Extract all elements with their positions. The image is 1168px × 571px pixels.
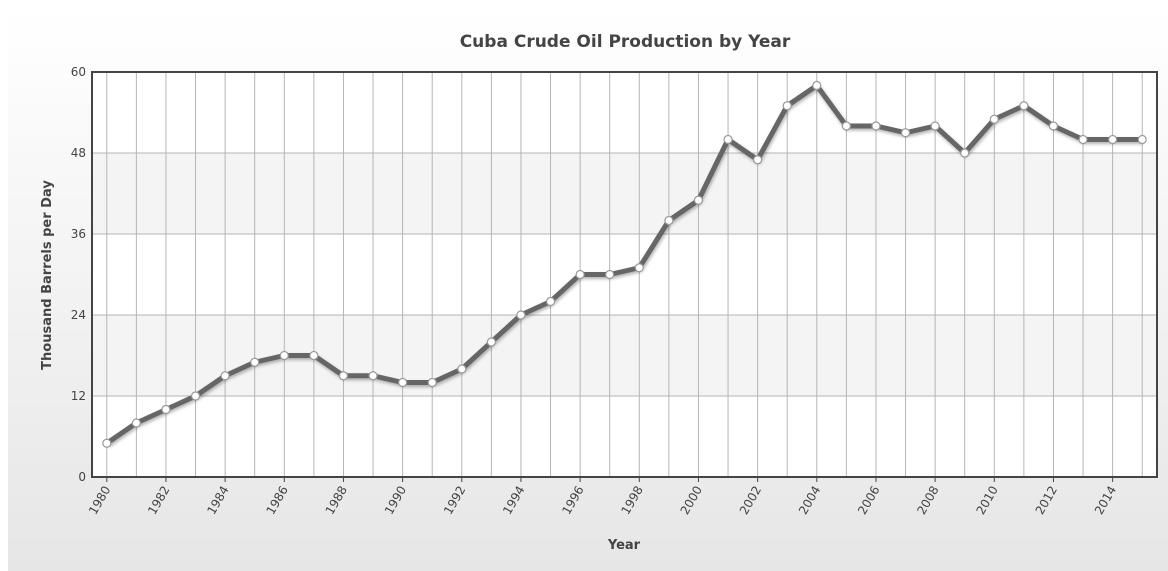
data-point — [131, 418, 141, 428]
data-point — [693, 195, 704, 205]
y-axis-label: Thousand Barrels per Day — [40, 180, 55, 370]
grid-band — [92, 153, 1157, 234]
data-point — [989, 114, 999, 124]
line-series — [105, 83, 1143, 446]
data-point — [545, 296, 556, 307]
data-point — [161, 404, 171, 415]
data-point — [812, 80, 822, 91]
y-tick-label: 36 — [71, 227, 86, 241]
data-point — [516, 310, 526, 320]
plot-background — [92, 72, 1157, 477]
data-point — [575, 269, 585, 280]
data-point — [605, 269, 615, 280]
data-point — [871, 121, 881, 131]
data-point — [1108, 134, 1118, 145]
y-tick-label: 24 — [71, 308, 86, 322]
y-tick-label: 48 — [71, 146, 86, 160]
data-point — [250, 357, 260, 367]
plot-area — [91, 71, 1158, 478]
plot-border — [91, 71, 1158, 478]
chart-title: Cuba Crude Oil Production by Year — [460, 32, 791, 52]
data-point — [1019, 101, 1029, 111]
data-point — [841, 121, 851, 131]
data-point — [427, 377, 437, 388]
data-point — [338, 371, 349, 381]
data-point — [1048, 121, 1059, 131]
y-tick-label: 12 — [71, 389, 86, 403]
data-point — [960, 148, 970, 158]
data-point — [190, 391, 201, 401]
data-point — [782, 101, 792, 111]
y-tick-label: 0 — [78, 470, 86, 484]
data-point — [279, 350, 289, 361]
data-point — [220, 371, 230, 381]
data-point — [309, 350, 319, 361]
grid-band — [92, 315, 1157, 396]
data-point — [102, 438, 112, 448]
data-point — [398, 377, 408, 388]
data-point — [634, 263, 644, 273]
data-point — [723, 134, 733, 145]
data-point — [900, 128, 911, 138]
y-tick-label: 60 — [71, 65, 86, 79]
x-axis-label: Year — [607, 538, 641, 553]
data-point — [457, 364, 467, 374]
data-point — [1137, 134, 1147, 145]
data-point — [930, 121, 940, 131]
data-point — [1078, 134, 1088, 145]
data-point — [664, 215, 674, 226]
data-point — [368, 371, 378, 381]
data-point — [753, 155, 763, 165]
data-point — [486, 337, 496, 347]
